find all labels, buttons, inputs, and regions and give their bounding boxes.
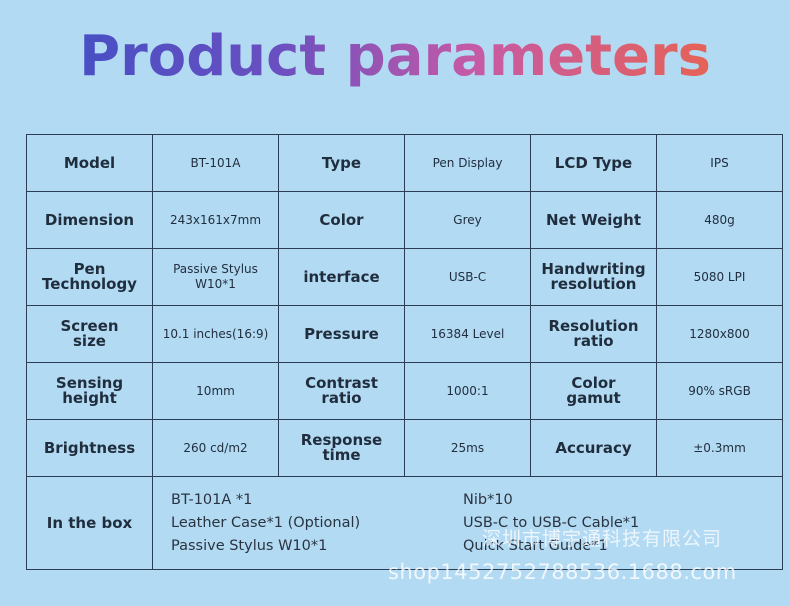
param-value: 10mm: [152, 362, 279, 420]
param-value: Grey: [404, 191, 531, 249]
in-the-box-row: In the box BT-101A *1 Nib*10 Leather Cas…: [26, 476, 783, 570]
parameters-table: Model BT-101A Type Pen Display LCD Type IPS Di…: [26, 134, 783, 570]
param-value: 10.1 inches(16:9): [152, 305, 279, 363]
watermark-company: 深圳市博宇通科技有限公司: [482, 528, 723, 550]
box-item: Leather Case*1 (Optional): [171, 514, 361, 531]
box-item: USB-C to USB-C Cable*1: [463, 514, 640, 531]
param-value: 260 cd/m2: [152, 419, 279, 477]
param-value: 1000:1: [404, 362, 531, 420]
param-row: Screen size 10.1 inches(16:9) Pressure 16384…: [26, 305, 783, 363]
param-label: Net Weight: [530, 191, 657, 249]
param-label: Contrast ratio: [278, 362, 405, 420]
param-label: Type: [278, 134, 405, 192]
param-value: USB-C: [404, 248, 531, 306]
param-label: LCD Type: [530, 134, 657, 192]
watermark-shop: shop1452752788536.1688.com: [388, 560, 737, 584]
param-value: 25ms: [404, 419, 531, 477]
param-value: 480g: [656, 191, 783, 249]
param-row: Sensing height 10mm Contrast ratio 1000:1 Colo…: [26, 362, 783, 420]
param-value: 16384 Level: [404, 305, 531, 363]
param-value: IPS: [656, 134, 783, 192]
in-the-box-label: In the box: [26, 476, 153, 570]
param-label: Model: [26, 134, 153, 192]
in-the-box-cell: BT-101A *1 Nib*10 Leather Case*1 (Option…: [152, 476, 783, 570]
box-item: BT-101A *1: [171, 491, 253, 508]
param-value: Passive Stylus W10*1: [152, 248, 279, 306]
param-label: Dimension: [26, 191, 153, 249]
param-label: Brightness: [26, 419, 153, 477]
param-label: interface: [278, 248, 405, 306]
param-label: Sensing height: [26, 362, 153, 420]
param-value: 5080 LPI: [656, 248, 783, 306]
box-item: Quick Start Guide*1: [463, 537, 608, 554]
param-label: Response time: [278, 419, 405, 477]
param-label: Color gamut: [530, 362, 657, 420]
param-row: Model BT-101A Type Pen Display LCD Type IPS: [26, 134, 783, 192]
box-item: Nib*10: [463, 491, 513, 508]
param-value: 90% sRGB: [656, 362, 783, 420]
param-label: Pen Technology: [26, 248, 153, 306]
box-item: Passive Stylus W10*1: [171, 537, 328, 554]
param-value: ±0.3mm: [656, 419, 783, 477]
param-label: Screen size: [26, 305, 153, 363]
param-value: 1280x800: [656, 305, 783, 363]
param-label: Resolution ratio: [530, 305, 657, 363]
param-row: Pen Technology Passive Stylus W10*1 interfac…: [26, 248, 783, 306]
param-row: Dimension 243x161x7mm Color Grey Net Weight 4…: [26, 191, 783, 249]
param-value: 243x161x7mm: [152, 191, 279, 249]
param-value: Pen Display: [404, 134, 531, 192]
param-value: BT-101A: [152, 134, 279, 192]
param-label: Color: [278, 191, 405, 249]
param-label: Accuracy: [530, 419, 657, 477]
param-label: Handwriting resolution: [530, 248, 657, 306]
param-label: Pressure: [278, 305, 405, 363]
page-title: Product parameters: [0, 22, 790, 92]
param-row: Brightness 260 cd/m2 Response time 25ms Accur…: [26, 419, 783, 477]
